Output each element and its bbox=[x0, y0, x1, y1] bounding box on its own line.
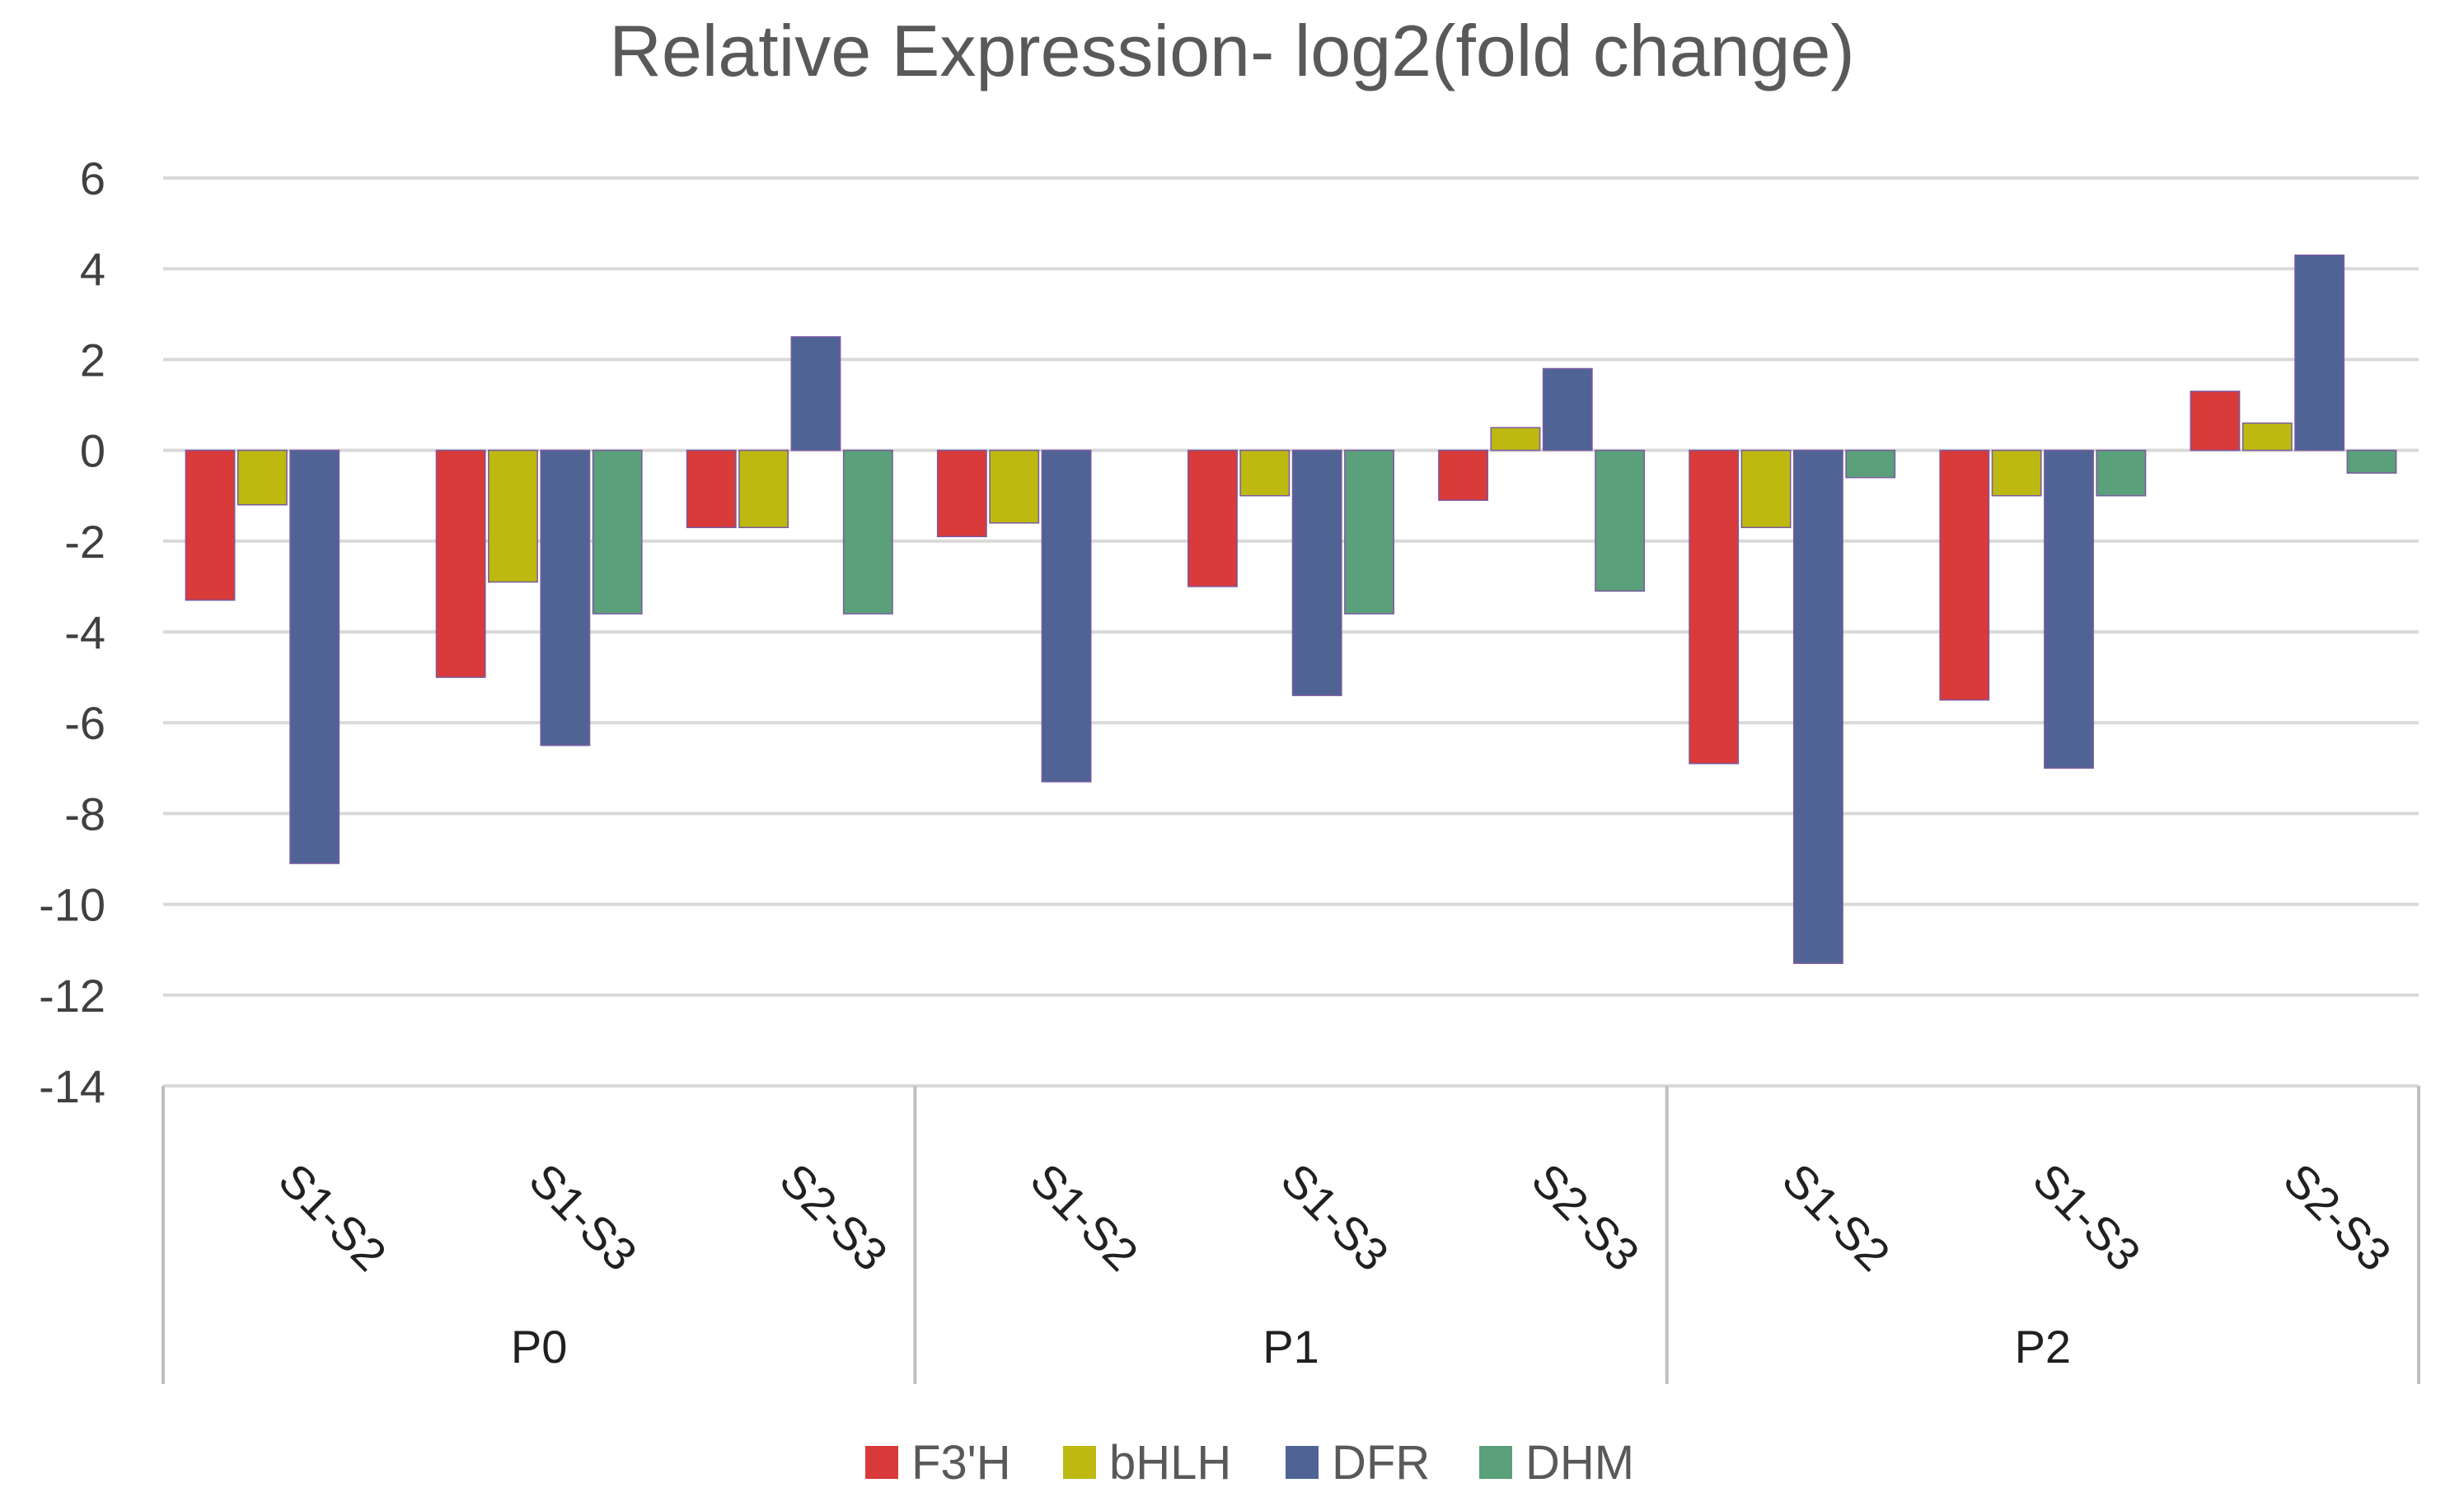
bar-bhlh bbox=[237, 449, 288, 506]
x-category-label: S1-S2 bbox=[1021, 1153, 1149, 1281]
x-group-label: P1 bbox=[1262, 1321, 1319, 1373]
chart-title: Relative Expression- log2(fold change) bbox=[609, 10, 1854, 91]
bars bbox=[185, 254, 2397, 964]
gridlines bbox=[163, 176, 2419, 1088]
legend-label-bhlh: bHLH bbox=[1109, 1436, 1231, 1490]
bar-bhlh bbox=[1991, 449, 2042, 497]
bar-dfr bbox=[289, 449, 340, 864]
legend-label-f3-h: F3'H bbox=[911, 1436, 1011, 1490]
y-tick-label: 2 bbox=[80, 334, 105, 386]
y-tick-label: -14 bbox=[39, 1060, 105, 1112]
bar-dhm bbox=[2346, 449, 2397, 474]
bar-f3-h bbox=[1939, 449, 1990, 701]
y-tick-label: -10 bbox=[39, 879, 105, 931]
legend-swatch-dfr bbox=[1286, 1446, 1319, 1479]
x-category-label: S1-S3 bbox=[2023, 1153, 2151, 1281]
legend-label-dhm: DHM bbox=[1525, 1436, 1634, 1490]
y-axis: 6 4 2 0 -2 -4 -6 -8 -10 -12 -14 bbox=[39, 152, 105, 1112]
bar-dfr bbox=[2294, 254, 2345, 451]
bar-dfr bbox=[1542, 367, 1593, 451]
bar-dfr bbox=[1792, 449, 1843, 964]
bar-dhm bbox=[592, 449, 643, 615]
legend: F3'H bHLH DFR DHM bbox=[865, 1436, 1634, 1490]
bar-dhm bbox=[842, 449, 893, 615]
x-category-label: S1-S3 bbox=[519, 1153, 647, 1281]
bar-dhm bbox=[1595, 449, 1646, 592]
bar-f3-h bbox=[1187, 449, 1238, 587]
legend-swatch-dhm bbox=[1479, 1446, 1512, 1479]
x-group-label: P0 bbox=[511, 1321, 568, 1373]
bar-dhm bbox=[1845, 449, 1896, 479]
bar-bhlh bbox=[1490, 427, 1541, 451]
bar-bhlh bbox=[1740, 449, 1792, 529]
bar-dfr bbox=[540, 449, 591, 746]
bar-dfr bbox=[790, 336, 841, 451]
y-tick-label: -4 bbox=[64, 606, 105, 658]
bar-f3-h bbox=[1438, 449, 1489, 501]
bar-bhlh bbox=[738, 449, 789, 529]
bar-bhlh bbox=[989, 449, 1040, 524]
bar-f3-h bbox=[1689, 449, 1740, 765]
x-category-label: S2-S3 bbox=[1522, 1153, 1650, 1281]
bar-dfr bbox=[1291, 449, 1342, 696]
bar-f3-h bbox=[936, 449, 987, 538]
bar-dhm bbox=[1344, 449, 1394, 615]
bar-f3-h bbox=[2190, 391, 2241, 451]
y-tick-label: -8 bbox=[64, 788, 105, 840]
y-tick-label: 0 bbox=[80, 425, 105, 477]
bar-dfr bbox=[1041, 449, 1092, 783]
y-tick-label: -6 bbox=[64, 697, 105, 749]
y-tick-label: 4 bbox=[80, 243, 105, 295]
bar-bhlh bbox=[488, 449, 538, 583]
x-category-label: S1-S2 bbox=[1773, 1153, 1900, 1281]
legend-swatch-f3-h bbox=[865, 1446, 898, 1479]
legend-swatch-bhlh bbox=[1063, 1446, 1096, 1479]
y-tick-label: -12 bbox=[39, 970, 105, 1022]
bar-f3-h bbox=[686, 449, 737, 529]
bar-bhlh bbox=[2241, 422, 2293, 451]
x-category-label: S2-S3 bbox=[771, 1153, 898, 1281]
y-tick-label: 6 bbox=[80, 152, 105, 204]
bar-dhm bbox=[2096, 449, 2147, 497]
legend-label-dfr: DFR bbox=[1332, 1436, 1430, 1490]
bar-bhlh bbox=[1239, 449, 1291, 497]
bar-f3-h bbox=[185, 449, 236, 601]
x-axis: S1-S2 S1-S3 S2-S3 S1-S2 S1-S3 S2-S3 S1-S2 S1-S3… bbox=[162, 1086, 2420, 1384]
x-category-label: S1-S2 bbox=[269, 1153, 396, 1281]
y-tick-label: -2 bbox=[64, 516, 105, 568]
bar-dfr bbox=[2044, 449, 2094, 770]
x-group-label: P2 bbox=[2015, 1321, 2072, 1373]
x-category-label: S1-S3 bbox=[1272, 1153, 1399, 1281]
bar-f3-h bbox=[435, 449, 486, 678]
x-category-label: S2-S3 bbox=[2274, 1153, 2401, 1281]
